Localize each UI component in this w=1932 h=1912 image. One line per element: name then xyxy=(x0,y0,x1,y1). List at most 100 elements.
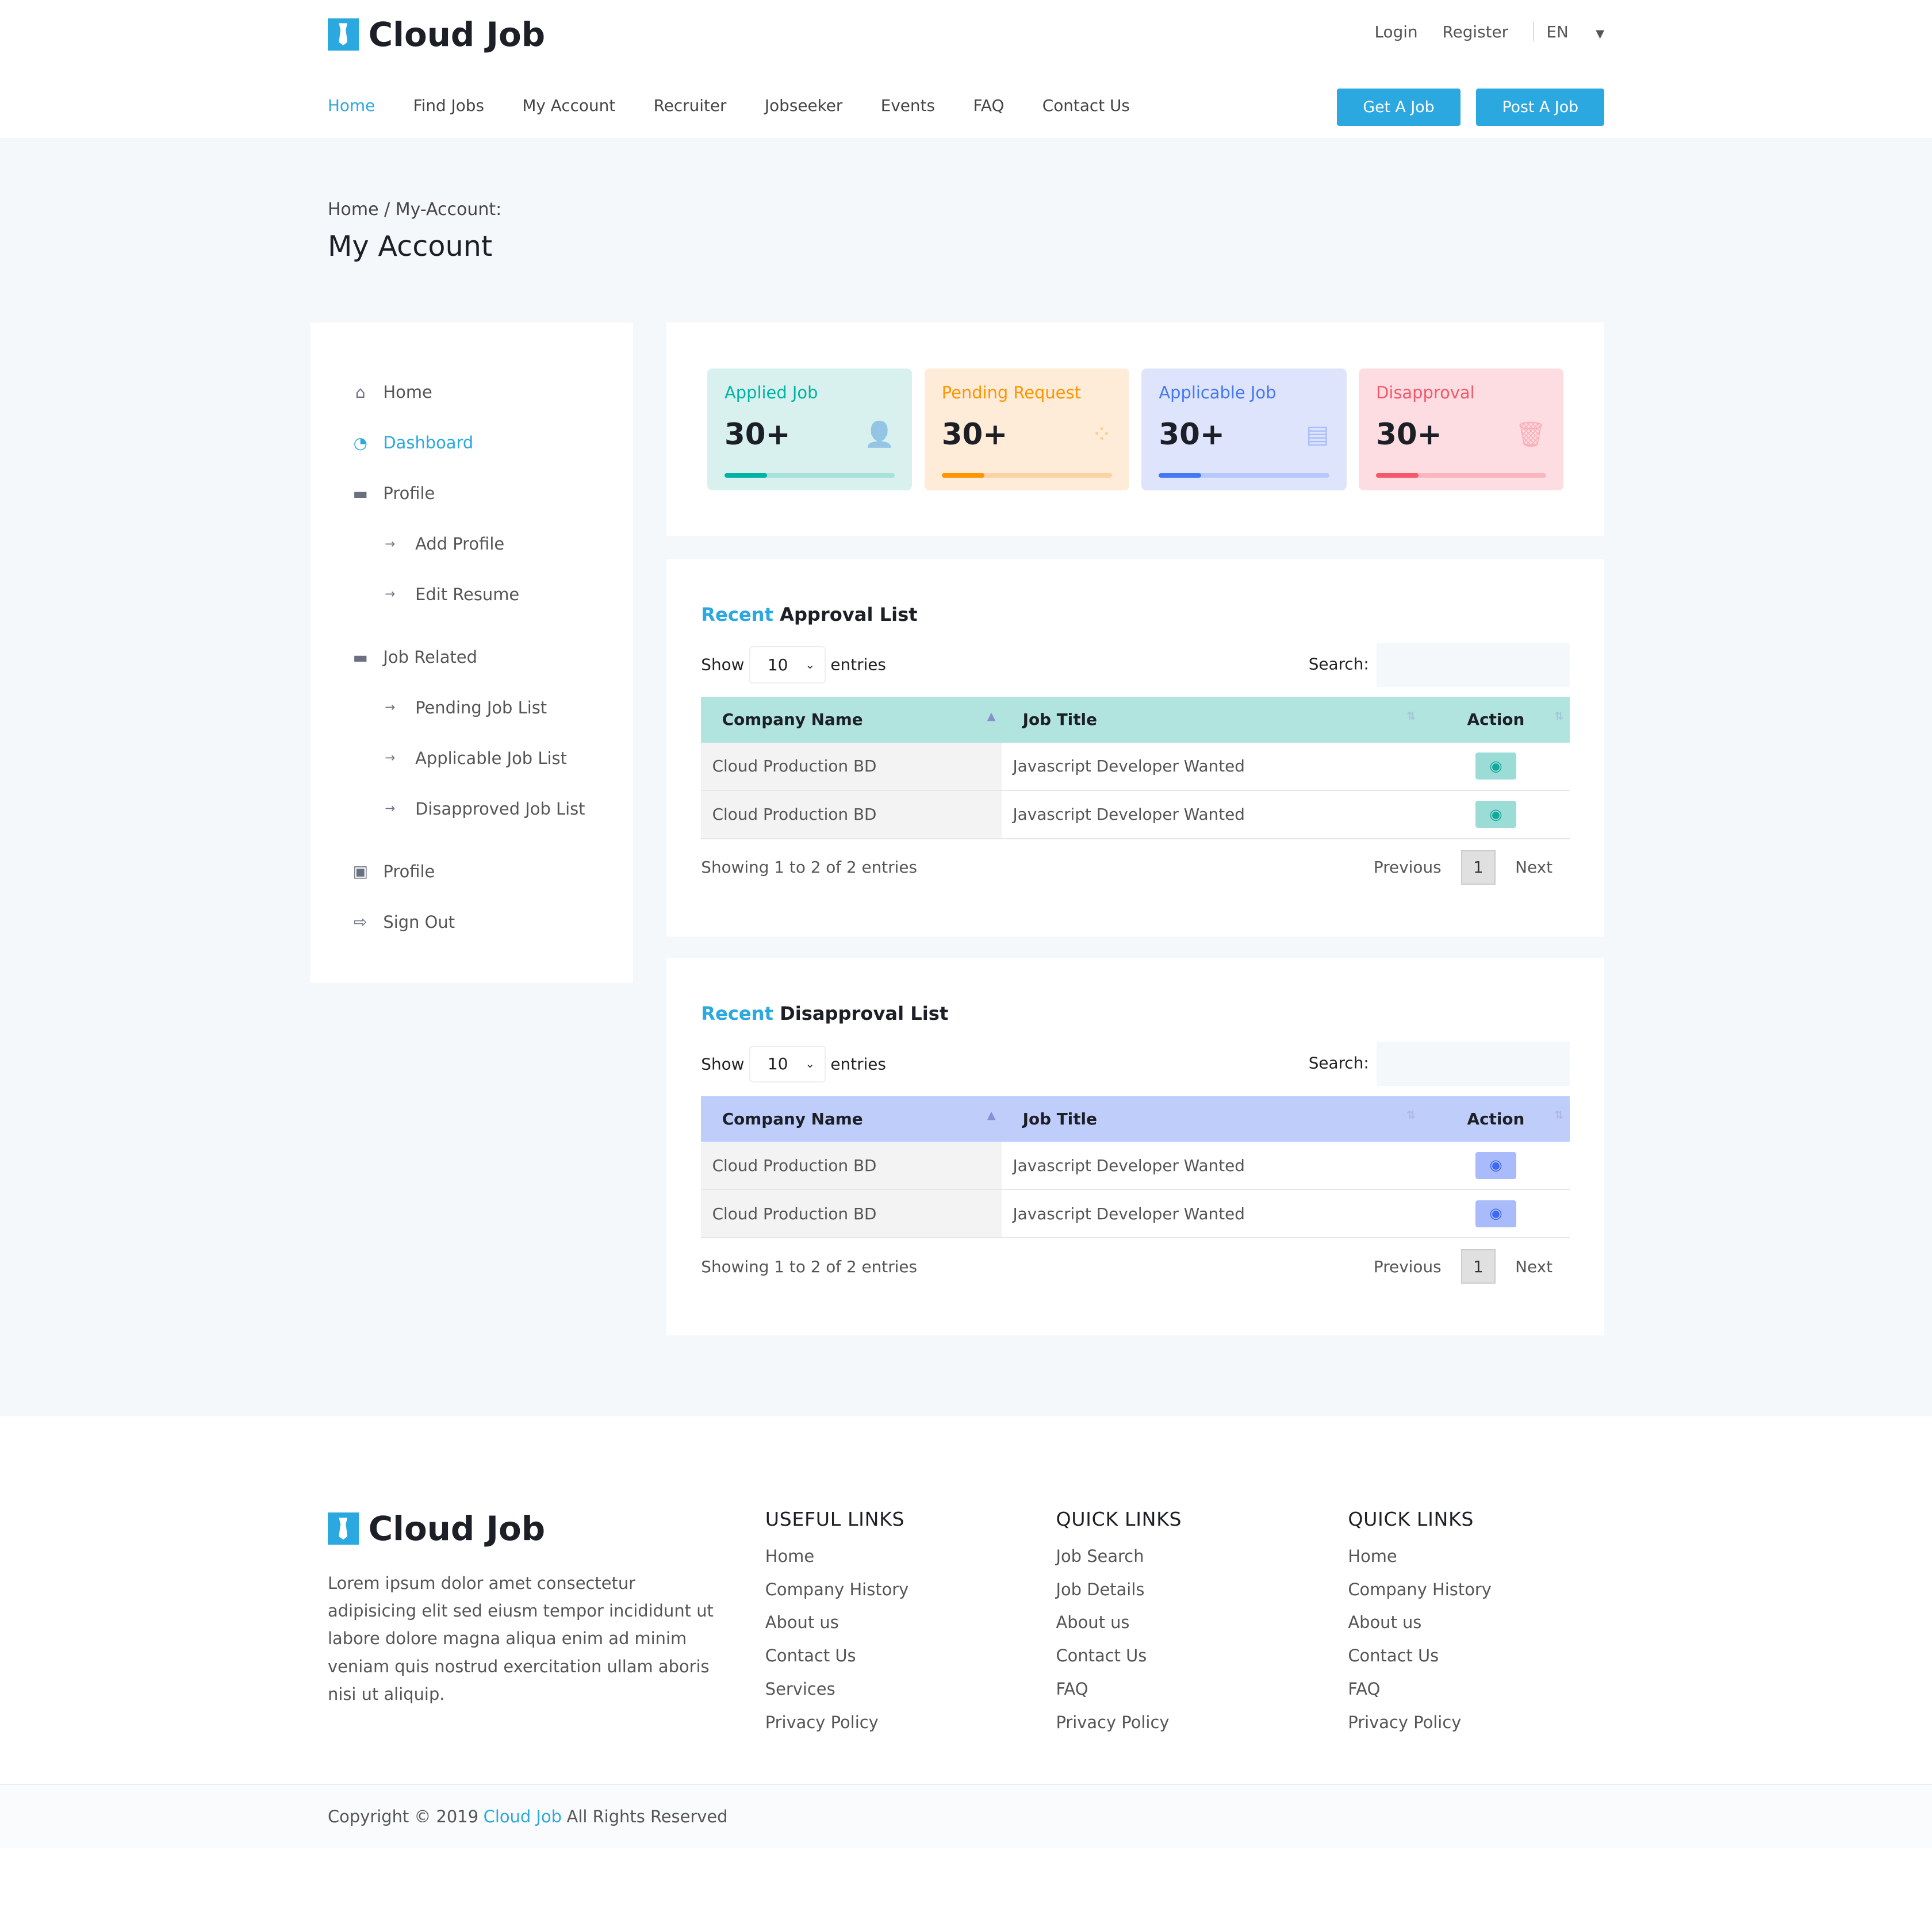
chevron-down-icon: ⌄ xyxy=(805,1057,815,1071)
login-link[interactable]: Login xyxy=(1374,22,1418,41)
copyright-brand-link[interactable]: Cloud Job xyxy=(483,1806,562,1826)
footer-logo[interactable]: Cloud Job xyxy=(328,1509,545,1548)
eye-icon: ◉ xyxy=(1489,1205,1502,1223)
column-label: Company Name xyxy=(722,710,863,730)
sidebar-item-profile[interactable]: ▬ Profile xyxy=(350,468,634,519)
nav-contact-us[interactable]: Contact Us xyxy=(1042,96,1130,116)
page-1-button[interactable]: 1 xyxy=(1460,1249,1496,1284)
footer-link[interactable]: Company History xyxy=(765,1579,909,1599)
company-name-cell: Cloud Production BD xyxy=(701,1189,1002,1238)
view-button[interactable]: ◉ xyxy=(1475,1200,1516,1227)
footer-link[interactable]: About us xyxy=(1348,1612,1422,1633)
column-header-job-title[interactable]: Job Title ⇅ xyxy=(1002,697,1422,742)
post-a-job-button[interactable]: Post A Job xyxy=(1476,89,1605,126)
nav-my-account[interactable]: My Account xyxy=(522,96,616,116)
footer-link[interactable]: Home xyxy=(1348,1546,1397,1566)
nav-find-jobs[interactable]: Find Jobs xyxy=(413,96,484,116)
next-button[interactable]: Next xyxy=(1515,1257,1553,1276)
entries-value: 10 xyxy=(768,655,788,675)
stat-label: Disapproval xyxy=(1376,383,1475,403)
footer-link[interactable]: Job Details xyxy=(1056,1579,1145,1599)
footer-link[interactable]: Privacy Policy xyxy=(1348,1712,1462,1732)
stat-card-pending-request[interactable]: Pending Request 30+ ⁘ xyxy=(924,368,1129,490)
search-input[interactable] xyxy=(1376,1042,1570,1086)
action-cell: ◉ xyxy=(1421,790,1570,839)
sidebar-item-dashboard[interactable]: ◔ Dashboard xyxy=(350,417,634,468)
previous-button[interactable]: Previous xyxy=(1373,1257,1442,1276)
column-header-company-name[interactable]: Company Name ▲ xyxy=(701,697,1002,742)
stat-label: Pending Request xyxy=(941,383,1081,403)
previous-button[interactable]: Previous xyxy=(1373,858,1442,877)
sidebar-item-sign-out[interactable]: ⇨ Sign Out xyxy=(350,897,634,947)
footer-link[interactable]: Privacy Policy xyxy=(765,1712,879,1732)
footer-link[interactable]: About us xyxy=(765,1612,839,1633)
disapproval-list-panel: Recent Disapproval List Show 10 ⌄ entries Sea… xyxy=(666,958,1605,1335)
company-name-cell: Cloud Production BD xyxy=(701,1141,1002,1191)
table-info: Showing 1 to 2 of 2 entries xyxy=(701,1257,918,1276)
view-button[interactable]: ◉ xyxy=(1475,801,1516,828)
trash-icon: 🗑 xyxy=(1515,420,1547,449)
view-button[interactable]: ◉ xyxy=(1475,1151,1516,1179)
footer-link[interactable]: Services xyxy=(765,1679,835,1699)
view-button[interactable]: ◉ xyxy=(1475,752,1516,780)
footer-link[interactable]: Home xyxy=(765,1546,815,1566)
stat-card-applicable-job[interactable]: Applicable Job 30+ ▤ xyxy=(1141,368,1347,490)
page-1-button[interactable]: 1 xyxy=(1460,850,1496,885)
sort-icon: ⇅ xyxy=(1554,1108,1564,1122)
stat-card-disapproval[interactable]: Disapproval 30+ 🗑 xyxy=(1359,368,1564,490)
sidebar-item-disapproved-job-list[interactable]: → Disapproved Job List xyxy=(350,784,634,834)
footer-link[interactable]: Contact Us xyxy=(1348,1646,1439,1666)
sidebar-item-add-profile[interactable]: → Add Profile xyxy=(350,519,634,569)
arrow-right-icon: → xyxy=(385,587,396,602)
data-table: Company Name ▲ Job Title ⇅ Action ⇅ Cloud Prod… xyxy=(701,1096,1570,1238)
approval-list-panel: Recent Approval List Show 10 ⌄ entries Search… xyxy=(666,559,1605,936)
entries-select[interactable]: 10 ⌄ xyxy=(749,1045,826,1082)
footer-link[interactable]: Privacy Policy xyxy=(1056,1712,1170,1732)
column-header-action[interactable]: Action ⇅ xyxy=(1422,697,1570,742)
sidebar-item-edit-resume[interactable]: → Edit Resume xyxy=(350,569,634,620)
footer-link[interactable]: FAQ xyxy=(1056,1679,1088,1699)
footer-link[interactable]: Company History xyxy=(1348,1579,1492,1599)
sort-asc-icon: ▲ xyxy=(987,1108,996,1122)
job-title-cell: Javascript Developer Wanted xyxy=(1002,1189,1422,1238)
sidebar-item-applicable-job-list[interactable]: → Applicable Job List xyxy=(350,733,634,784)
next-button[interactable]: Next xyxy=(1515,858,1553,877)
logo[interactable]: Cloud Job xyxy=(328,15,545,54)
sidebar-item-profile[interactable]: ▣ Profile xyxy=(350,846,634,897)
footer-link[interactable]: Contact Us xyxy=(1056,1646,1147,1666)
entries-value: 10 xyxy=(768,1054,788,1074)
column-header-company-name[interactable]: Company Name ▲ xyxy=(701,1096,1002,1142)
id-card-icon: ▣ xyxy=(352,862,368,881)
page-title: My Account xyxy=(328,229,493,263)
sidebar-item-job-related[interactable]: ▬ Job Related xyxy=(350,632,634,682)
nav-recruiter[interactable]: Recruiter xyxy=(653,96,727,116)
main-area: Home / My-Account: My Account ⌂ Home ◔ Dash… xyxy=(0,138,1932,1417)
footer-link[interactable]: FAQ xyxy=(1348,1679,1381,1699)
spinner-icon: ⁘ xyxy=(1091,420,1112,449)
sidebar-item-home[interactable]: ⌂ Home xyxy=(350,367,634,418)
column-header-action[interactable]: Action ⇅ xyxy=(1422,1096,1570,1142)
get-a-job-button[interactable]: Get A Job xyxy=(1337,89,1460,126)
footer-link[interactable]: About us xyxy=(1056,1612,1130,1633)
top-links: Login Register EN ▼ xyxy=(1374,22,1604,41)
nav-faq[interactable]: FAQ xyxy=(973,96,1005,116)
stat-progress-bar xyxy=(1376,473,1547,478)
footer-link[interactable]: Contact Us xyxy=(765,1646,856,1666)
stat-card-applied-job[interactable]: Applied Job 30+ 👤 xyxy=(707,368,913,490)
footer-link[interactable]: Job Search xyxy=(1056,1546,1144,1566)
search-input[interactable] xyxy=(1376,643,1570,688)
sidebar-item-pending-job-list[interactable]: → Pending Job List xyxy=(350,682,634,733)
register-link[interactable]: Register xyxy=(1442,22,1509,41)
stats-panel: Applied Job 30+ 👤 Pending Request 30+ ⁘ Applic… xyxy=(666,322,1605,536)
table-header: Company Name ▲ Job Title ⇅ Action ⇅ xyxy=(701,697,1570,743)
entries-select[interactable]: 10 ⌄ xyxy=(749,646,826,684)
column-header-job-title[interactable]: Job Title ⇅ xyxy=(1002,1096,1422,1142)
language-select[interactable]: EN ▼ xyxy=(1532,22,1604,41)
eye-icon: ◉ xyxy=(1489,757,1502,775)
column-label: Job Title xyxy=(1022,1109,1097,1128)
nav-jobseeker[interactable]: Jobseeker xyxy=(764,96,843,116)
footer-column: QUICK LINKS Home Company History About us Co… xyxy=(1348,1508,1492,1746)
column-label: Action xyxy=(1467,1109,1525,1128)
nav-events[interactable]: Events xyxy=(880,96,936,116)
nav-home[interactable]: Home xyxy=(328,96,375,116)
